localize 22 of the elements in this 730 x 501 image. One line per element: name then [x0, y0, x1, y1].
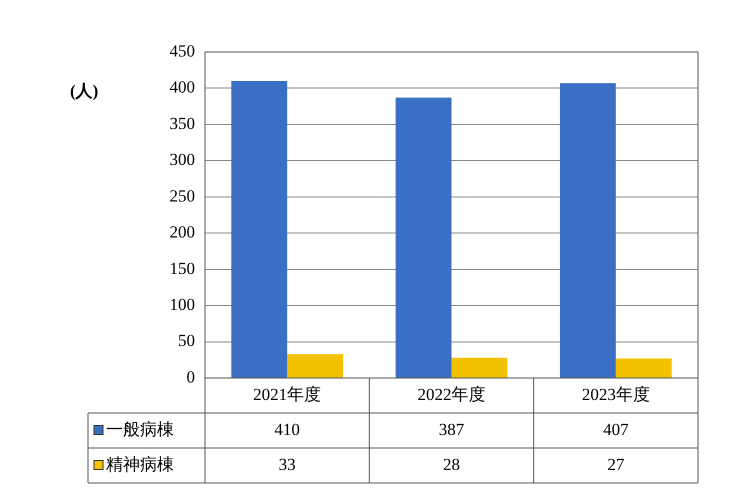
y-axis-title: (人): [70, 81, 98, 100]
y-tick-label: 400: [170, 78, 195, 97]
y-tick-label: 50: [178, 331, 195, 350]
data-label: 33: [278, 454, 296, 474]
legend-label: 一般病棟: [106, 420, 174, 439]
y-tick-label: 450: [170, 41, 195, 60]
data-label: 28: [443, 454, 460, 474]
data-label: 410: [274, 420, 300, 439]
y-tick-label: 100: [170, 295, 195, 314]
y-tick-label: 350: [170, 114, 195, 133]
y-tick-label: 150: [170, 258, 195, 278]
y-tick-label: 300: [170, 150, 195, 170]
x-tick-label: 2023年度: [582, 384, 650, 404]
y-tick-label: 250: [170, 186, 195, 206]
legend-label: 精神病棟: [106, 454, 174, 474]
data-label: 407: [603, 420, 630, 439]
data-label: 27: [607, 454, 625, 474]
x-tick-label: 2021年度: [253, 384, 322, 404]
x-tick-label: 2022年度: [418, 384, 486, 404]
y-tick-label: 200: [170, 222, 195, 242]
y-tick-label: 0: [186, 367, 195, 386]
data-label: 387: [438, 420, 465, 439]
